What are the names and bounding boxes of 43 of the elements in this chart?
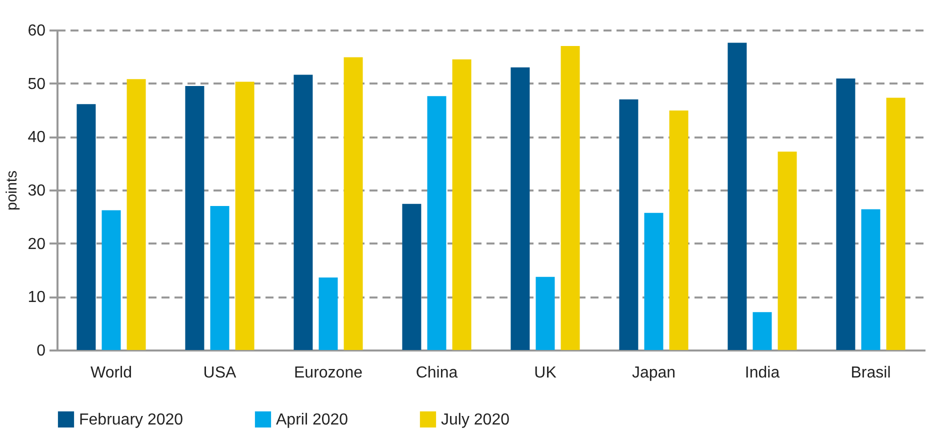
- bar: [102, 210, 121, 350]
- legend-label: July 2020: [441, 411, 510, 428]
- legend-label: February 2020: [79, 411, 184, 428]
- y-tick-label: 30: [28, 182, 46, 200]
- legend-label: April 2020: [276, 411, 348, 428]
- x-tick-label: Japan: [632, 364, 676, 382]
- bar: [728, 42, 747, 350]
- y-tick-label: 20: [28, 236, 46, 253]
- x-tick-label: China: [416, 364, 458, 382]
- x-tick-label: India: [744, 364, 780, 382]
- x-tick-label: Brasil: [850, 364, 891, 382]
- bar: [344, 57, 363, 350]
- bar: [886, 98, 906, 350]
- bar: [427, 96, 446, 350]
- bar: [235, 82, 254, 350]
- bar: [669, 110, 688, 350]
- y-axis-title: points: [4, 170, 21, 211]
- x-tick-label: UK: [534, 364, 557, 382]
- x-tick-label: USA: [203, 364, 237, 382]
- bar: [402, 204, 422, 350]
- y-tick-label: 10: [28, 289, 46, 306]
- bar: [644, 212, 664, 350]
- y-tick-label: 50: [28, 76, 46, 93]
- x-tick-label: World: [90, 364, 132, 382]
- bar: [76, 104, 96, 350]
- bar: [452, 59, 472, 350]
- bar: [210, 206, 230, 350]
- y-tick-label: 0: [36, 342, 46, 360]
- bar: [294, 74, 313, 350]
- bar: [318, 277, 338, 350]
- bar: [778, 152, 797, 350]
- bar: [536, 276, 555, 350]
- bar: [861, 209, 880, 350]
- bar: [560, 46, 580, 350]
- x-tick-label: Eurozone: [294, 364, 363, 382]
- bar: [510, 67, 530, 350]
- y-tick-label: 60: [28, 22, 46, 40]
- bar: [752, 312, 772, 350]
- y-tick-label: 40: [28, 129, 46, 146]
- bar: [126, 79, 146, 350]
- bar: [619, 99, 638, 350]
- bar: [185, 86, 204, 350]
- bar: [836, 78, 856, 350]
